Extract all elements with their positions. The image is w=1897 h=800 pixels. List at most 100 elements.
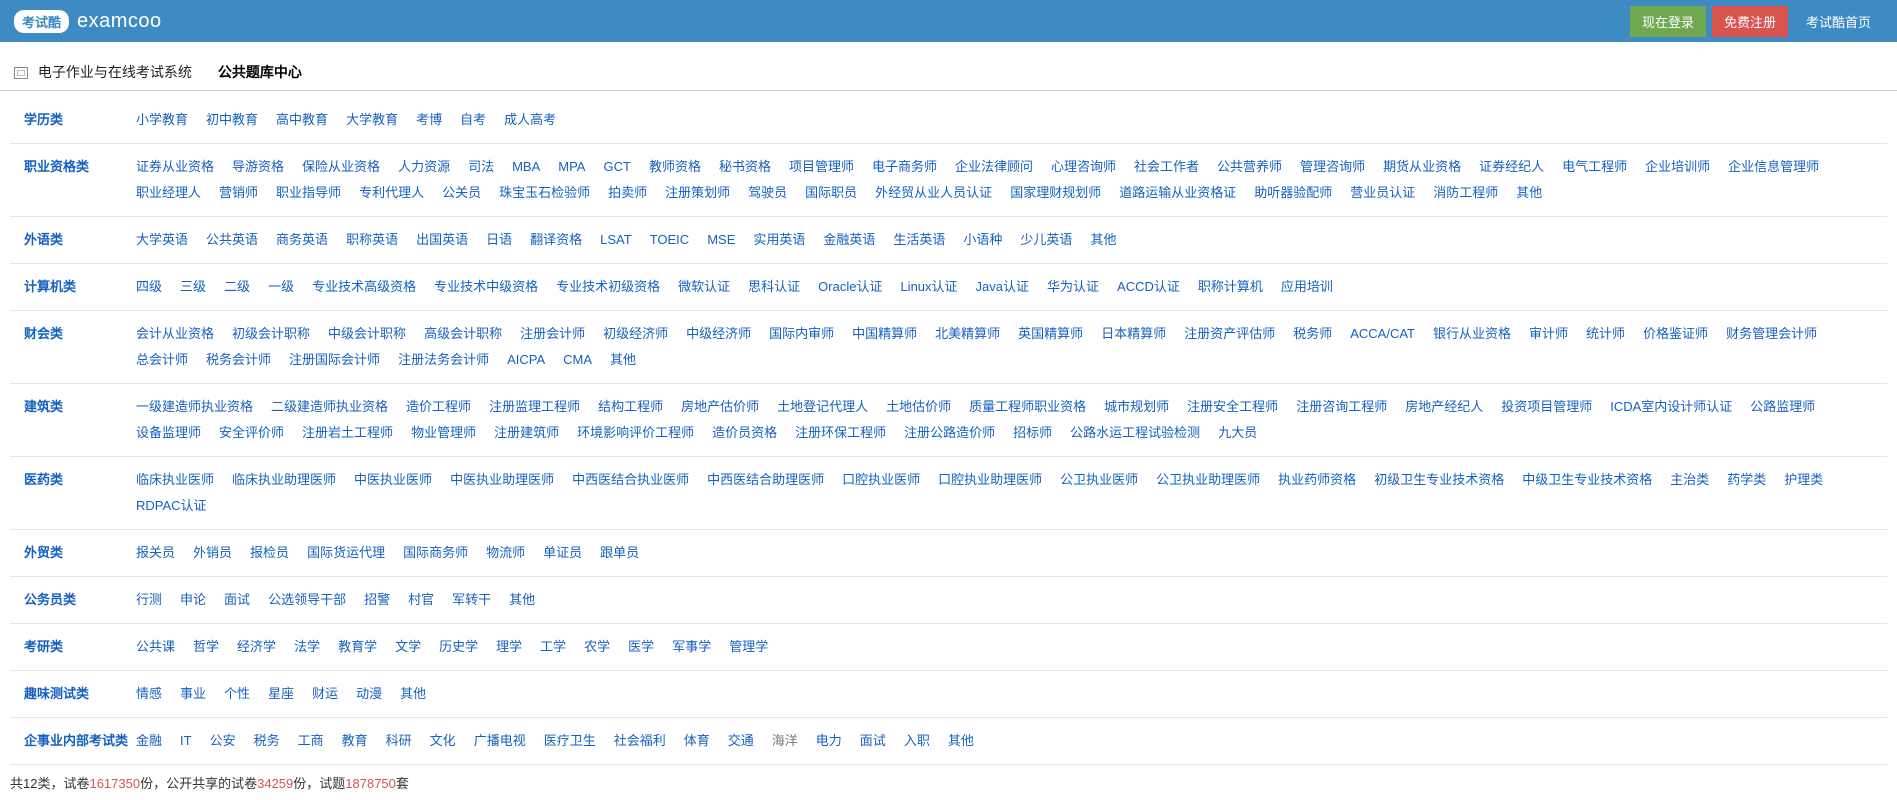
category-link[interactable]: 物流师 (486, 540, 525, 566)
category-link[interactable]: ACCA/CAT (1350, 321, 1415, 347)
category-link[interactable]: MSE (707, 227, 735, 253)
category-link[interactable]: 中国精算师 (852, 321, 917, 347)
category-link[interactable]: 注册法务会计师 (398, 347, 489, 373)
category-link[interactable]: 成人高考 (504, 107, 556, 133)
category-link[interactable]: 星座 (268, 681, 294, 707)
category-link[interactable]: MBA (512, 154, 540, 180)
category-link[interactable]: 物业管理师 (411, 420, 476, 446)
category-link[interactable]: 管理咨询师 (1300, 154, 1365, 180)
category-link[interactable]: 村官 (408, 587, 434, 613)
category-link[interactable]: 小语种 (963, 227, 1002, 253)
category-link[interactable]: 护理类 (1784, 467, 1823, 493)
category-link[interactable]: 专利代理人 (359, 180, 424, 206)
category-link[interactable]: 电气工程师 (1562, 154, 1627, 180)
category-link[interactable]: 中西医结合执业医师 (572, 467, 689, 493)
category-link[interactable]: 跟单员 (600, 540, 639, 566)
category-link[interactable]: 单证员 (543, 540, 582, 566)
category-link[interactable]: 应用培训 (1281, 274, 1333, 300)
category-link[interactable]: 国家理财规划师 (1010, 180, 1101, 206)
category-link[interactable]: 公关员 (442, 180, 481, 206)
category-link[interactable]: 其他 (610, 347, 636, 373)
category-link[interactable]: 一级 (268, 274, 294, 300)
category-link[interactable]: 房地产经纪人 (1405, 394, 1483, 420)
category-link[interactable]: 广播电视 (474, 728, 526, 754)
category-link[interactable]: 土地估价师 (886, 394, 951, 420)
category-link[interactable]: 注册会计师 (520, 321, 585, 347)
category-link[interactable]: 注册咨询工程师 (1296, 394, 1387, 420)
category-link[interactable]: 初级卫生专业技术资格 (1374, 467, 1504, 493)
category-link[interactable]: 电子商务师 (872, 154, 937, 180)
category-link[interactable]: 保险从业资格 (302, 154, 380, 180)
category-link[interactable]: 中级卫生专业技术资格 (1522, 467, 1652, 493)
category-link[interactable]: 外经贸从业人员认证 (875, 180, 992, 206)
category-link[interactable]: 驾驶员 (748, 180, 787, 206)
category-link[interactable]: 注册环保工程师 (795, 420, 886, 446)
category-link[interactable]: 工学 (540, 634, 566, 660)
category-link[interactable]: 日本精算师 (1101, 321, 1166, 347)
category-link[interactable]: 其他 (948, 728, 974, 754)
category-link[interactable]: 交通 (728, 728, 754, 754)
category-link[interactable]: 教育学 (338, 634, 377, 660)
category-link[interactable]: 申论 (180, 587, 206, 613)
category-link[interactable]: 初级经济师 (603, 321, 668, 347)
category-link[interactable]: 秘书资格 (719, 154, 771, 180)
category-link[interactable]: 口腔执业医师 (842, 467, 920, 493)
category-link[interactable]: 人力资源 (398, 154, 450, 180)
category-link[interactable]: 初级会计职称 (232, 321, 310, 347)
category-name[interactable]: 趣味测试类 (10, 671, 136, 718)
category-link[interactable]: 设备监理师 (136, 420, 201, 446)
category-link[interactable]: 报检员 (250, 540, 289, 566)
category-link[interactable]: 公卫执业医师 (1060, 467, 1138, 493)
category-link[interactable]: 哲学 (193, 634, 219, 660)
category-link[interactable]: 工商 (298, 728, 324, 754)
category-link[interactable]: 三级 (180, 274, 206, 300)
category-link[interactable]: 金融英语 (823, 227, 875, 253)
category-link[interactable]: 公安 (210, 728, 236, 754)
register-button[interactable]: 免费注册 (1712, 6, 1788, 37)
category-link[interactable]: 价格鉴证师 (1643, 321, 1708, 347)
category-link[interactable]: 招标师 (1013, 420, 1052, 446)
category-link[interactable]: 入职 (904, 728, 930, 754)
category-link[interactable]: 面试 (224, 587, 250, 613)
category-link[interactable]: RDPAC认证 (136, 493, 207, 519)
category-link[interactable]: 医疗卫生 (544, 728, 596, 754)
category-name[interactable]: 建筑类 (10, 384, 136, 457)
category-link[interactable]: 银行从业资格 (1433, 321, 1511, 347)
category-link[interactable]: 其他 (509, 587, 535, 613)
category-name[interactable]: 医药类 (10, 457, 136, 530)
category-link[interactable]: 公共课 (136, 634, 175, 660)
category-link[interactable]: AICPA (507, 347, 545, 373)
category-link[interactable]: 军转干 (452, 587, 491, 613)
category-link[interactable]: 税务师 (1293, 321, 1332, 347)
category-link[interactable]: 国际商务师 (403, 540, 468, 566)
category-link[interactable]: LSAT (600, 227, 632, 253)
category-link[interactable]: 执业药师资格 (1278, 467, 1356, 493)
category-link[interactable]: 自考 (460, 107, 486, 133)
category-link[interactable]: 北美精算师 (935, 321, 1000, 347)
category-link[interactable]: 招警 (364, 587, 390, 613)
category-link[interactable]: 企业信息管理师 (1728, 154, 1819, 180)
category-link[interactable]: Linux认证 (900, 274, 957, 300)
category-link[interactable]: 电力 (816, 728, 842, 754)
category-link[interactable]: 理学 (496, 634, 522, 660)
category-link[interactable]: 公共营养师 (1217, 154, 1282, 180)
category-link[interactable]: 商务英语 (276, 227, 328, 253)
category-link[interactable]: 环境影响评价工程师 (577, 420, 694, 446)
category-link[interactable]: 临床执业医师 (136, 467, 214, 493)
category-link[interactable]: 医学 (628, 634, 654, 660)
category-link[interactable]: 职业经理人 (136, 180, 201, 206)
category-link[interactable]: MPA (558, 154, 585, 180)
category-link[interactable]: 消防工程师 (1433, 180, 1498, 206)
category-link[interactable]: 投资项目管理师 (1501, 394, 1592, 420)
category-link[interactable]: 金融 (136, 728, 162, 754)
category-link[interactable]: IT (180, 728, 192, 754)
category-link[interactable]: 面试 (860, 728, 886, 754)
category-link[interactable]: 高中教育 (276, 107, 328, 133)
category-link[interactable]: 珠宝玉石检验师 (499, 180, 590, 206)
category-link[interactable]: 其他 (1516, 180, 1542, 206)
category-link[interactable]: ACCD认证 (1117, 274, 1180, 300)
category-link[interactable]: 文化 (430, 728, 456, 754)
category-link[interactable]: 体育 (684, 728, 710, 754)
category-link[interactable]: 造价工程师 (406, 394, 471, 420)
category-link[interactable]: 税务会计师 (206, 347, 271, 373)
